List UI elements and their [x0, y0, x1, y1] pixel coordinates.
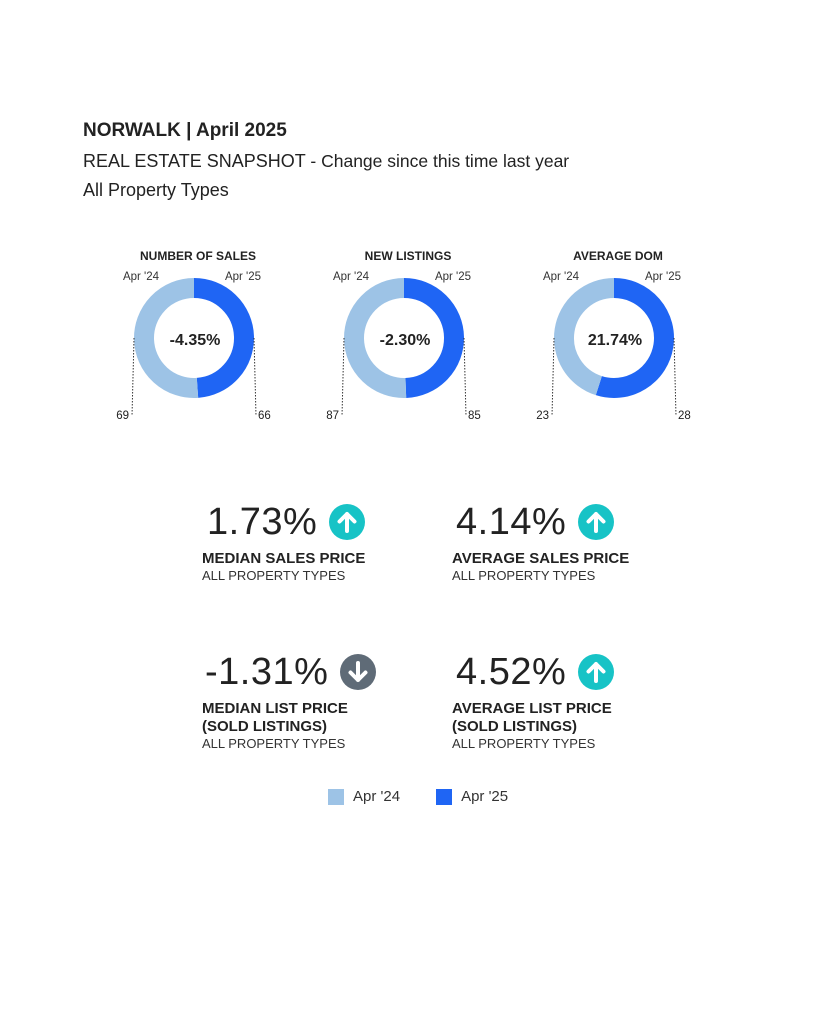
- page-title: NORWALK | April 2025: [83, 120, 287, 141]
- legend-item-curr: Apr '25: [436, 788, 508, 805]
- metric-sub: ALL PROPERTY TYPES: [202, 568, 346, 583]
- donut-slice-prev: [344, 278, 407, 398]
- donut-label-prev: Apr '24: [543, 271, 580, 283]
- donut-value-prev: 69: [116, 410, 129, 422]
- donut-slice-prev: [134, 278, 199, 398]
- legend-swatch-curr: [436, 788, 453, 805]
- arrow-up-circle-icon: [578, 654, 615, 690]
- property-types: All Property Types: [83, 180, 229, 200]
- page-subtitle: REAL ESTATE SNAPSHOT - Change since this…: [83, 148, 569, 174]
- metric-label: MEDIAN SALES PRICE: [202, 550, 366, 567]
- arrow-up-circle-icon: [329, 504, 366, 540]
- donut-leader-prev: [131, 337, 135, 417]
- metric-average-sales-price: 4.14% AVERAGE SALES PRICE ALL PROPERTY T…: [452, 500, 629, 584]
- donut-charts: NUMBER OF SALES Apr '24 Apr '25 69 66 -4.35% N…: [116, 249, 691, 422]
- metric-label: MEDIAN LIST PRICE (SOLD LISTINGS): [202, 700, 348, 735]
- metric-sub: ALL PROPERTY TYPES: [202, 736, 346, 751]
- donut-center-label: 21.74%: [588, 332, 642, 349]
- donut-label-prev: Apr '24: [123, 271, 160, 283]
- legend-label-curr: Apr '25: [461, 788, 509, 805]
- donut-center-label: -2.30%: [380, 332, 431, 349]
- donut-title: AVERAGE DOM: [573, 249, 663, 263]
- donut-value-curr: 28: [678, 410, 691, 422]
- donut-label-prev: Apr '24: [333, 271, 370, 283]
- legend-label-prev: Apr '24: [353, 788, 401, 805]
- arrow-up-circle-icon: [578, 504, 615, 540]
- donut-slice-curr: [193, 278, 254, 398]
- donut-label-curr: Apr '25: [645, 271, 681, 283]
- donut-value-prev: 87: [326, 410, 339, 422]
- metric-median-sales-price: 1.73% MEDIAN SALES PRICE ALL PROPERTY TY…: [202, 500, 365, 584]
- report-header: NORWALK | April 2025 REAL ESTATE SNAPSHO…: [83, 118, 569, 203]
- donut-value-prev: 23: [536, 410, 549, 422]
- metric-value: -1.31%: [205, 651, 329, 693]
- donut-value-curr: 85: [468, 410, 481, 422]
- donut-leader-curr: [463, 337, 467, 417]
- donut-leader-prev: [551, 337, 555, 417]
- legend: Apr '24 Apr '25: [328, 788, 544, 805]
- legend-item-prev: Apr '24: [328, 788, 400, 805]
- legend-swatch-prev: [328, 788, 344, 805]
- donut-leader-curr: [253, 337, 257, 417]
- donut-leader-prev: [341, 337, 345, 417]
- donut-value-curr: 66: [258, 410, 271, 422]
- donut-slice-curr: [403, 278, 464, 398]
- metric-label: AVERAGE LIST PRICE (SOLD LISTINGS): [452, 700, 612, 735]
- metric-sub: ALL PROPERTY TYPES: [452, 568, 596, 583]
- donut-center-label: -4.35%: [170, 332, 221, 349]
- subtitle-rest: - Change since this time last year: [310, 151, 570, 171]
- metric-value: 1.73%: [207, 501, 318, 543]
- donut-title: NUMBER OF SALES: [140, 249, 256, 263]
- donut-slice-prev: [554, 278, 615, 396]
- subtitle-main: REAL ESTATE SNAPSHOT: [83, 151, 306, 171]
- metric-average-list-price: 4.52% AVERAGE LIST PRICE (SOLD LISTINGS)…: [452, 650, 615, 752]
- arrow-down-circle-icon: [340, 654, 377, 690]
- donut-label-curr: Apr '25: [435, 271, 471, 283]
- donut-title: NEW LISTINGS: [365, 249, 452, 263]
- metric-label: AVERAGE SALES PRICE: [452, 550, 630, 567]
- donut-label-curr: Apr '25: [225, 271, 261, 283]
- donut-slice-curr: [595, 278, 674, 398]
- metric-value: 4.14%: [456, 501, 567, 543]
- metric-median-list-price: -1.31% MEDIAN LIST PRICE (SOLD LISTINGS)…: [202, 650, 377, 752]
- donut-leader-curr: [673, 337, 677, 417]
- metric-value: 4.52%: [456, 651, 567, 693]
- metric-sub: ALL PROPERTY TYPES: [452, 736, 596, 751]
